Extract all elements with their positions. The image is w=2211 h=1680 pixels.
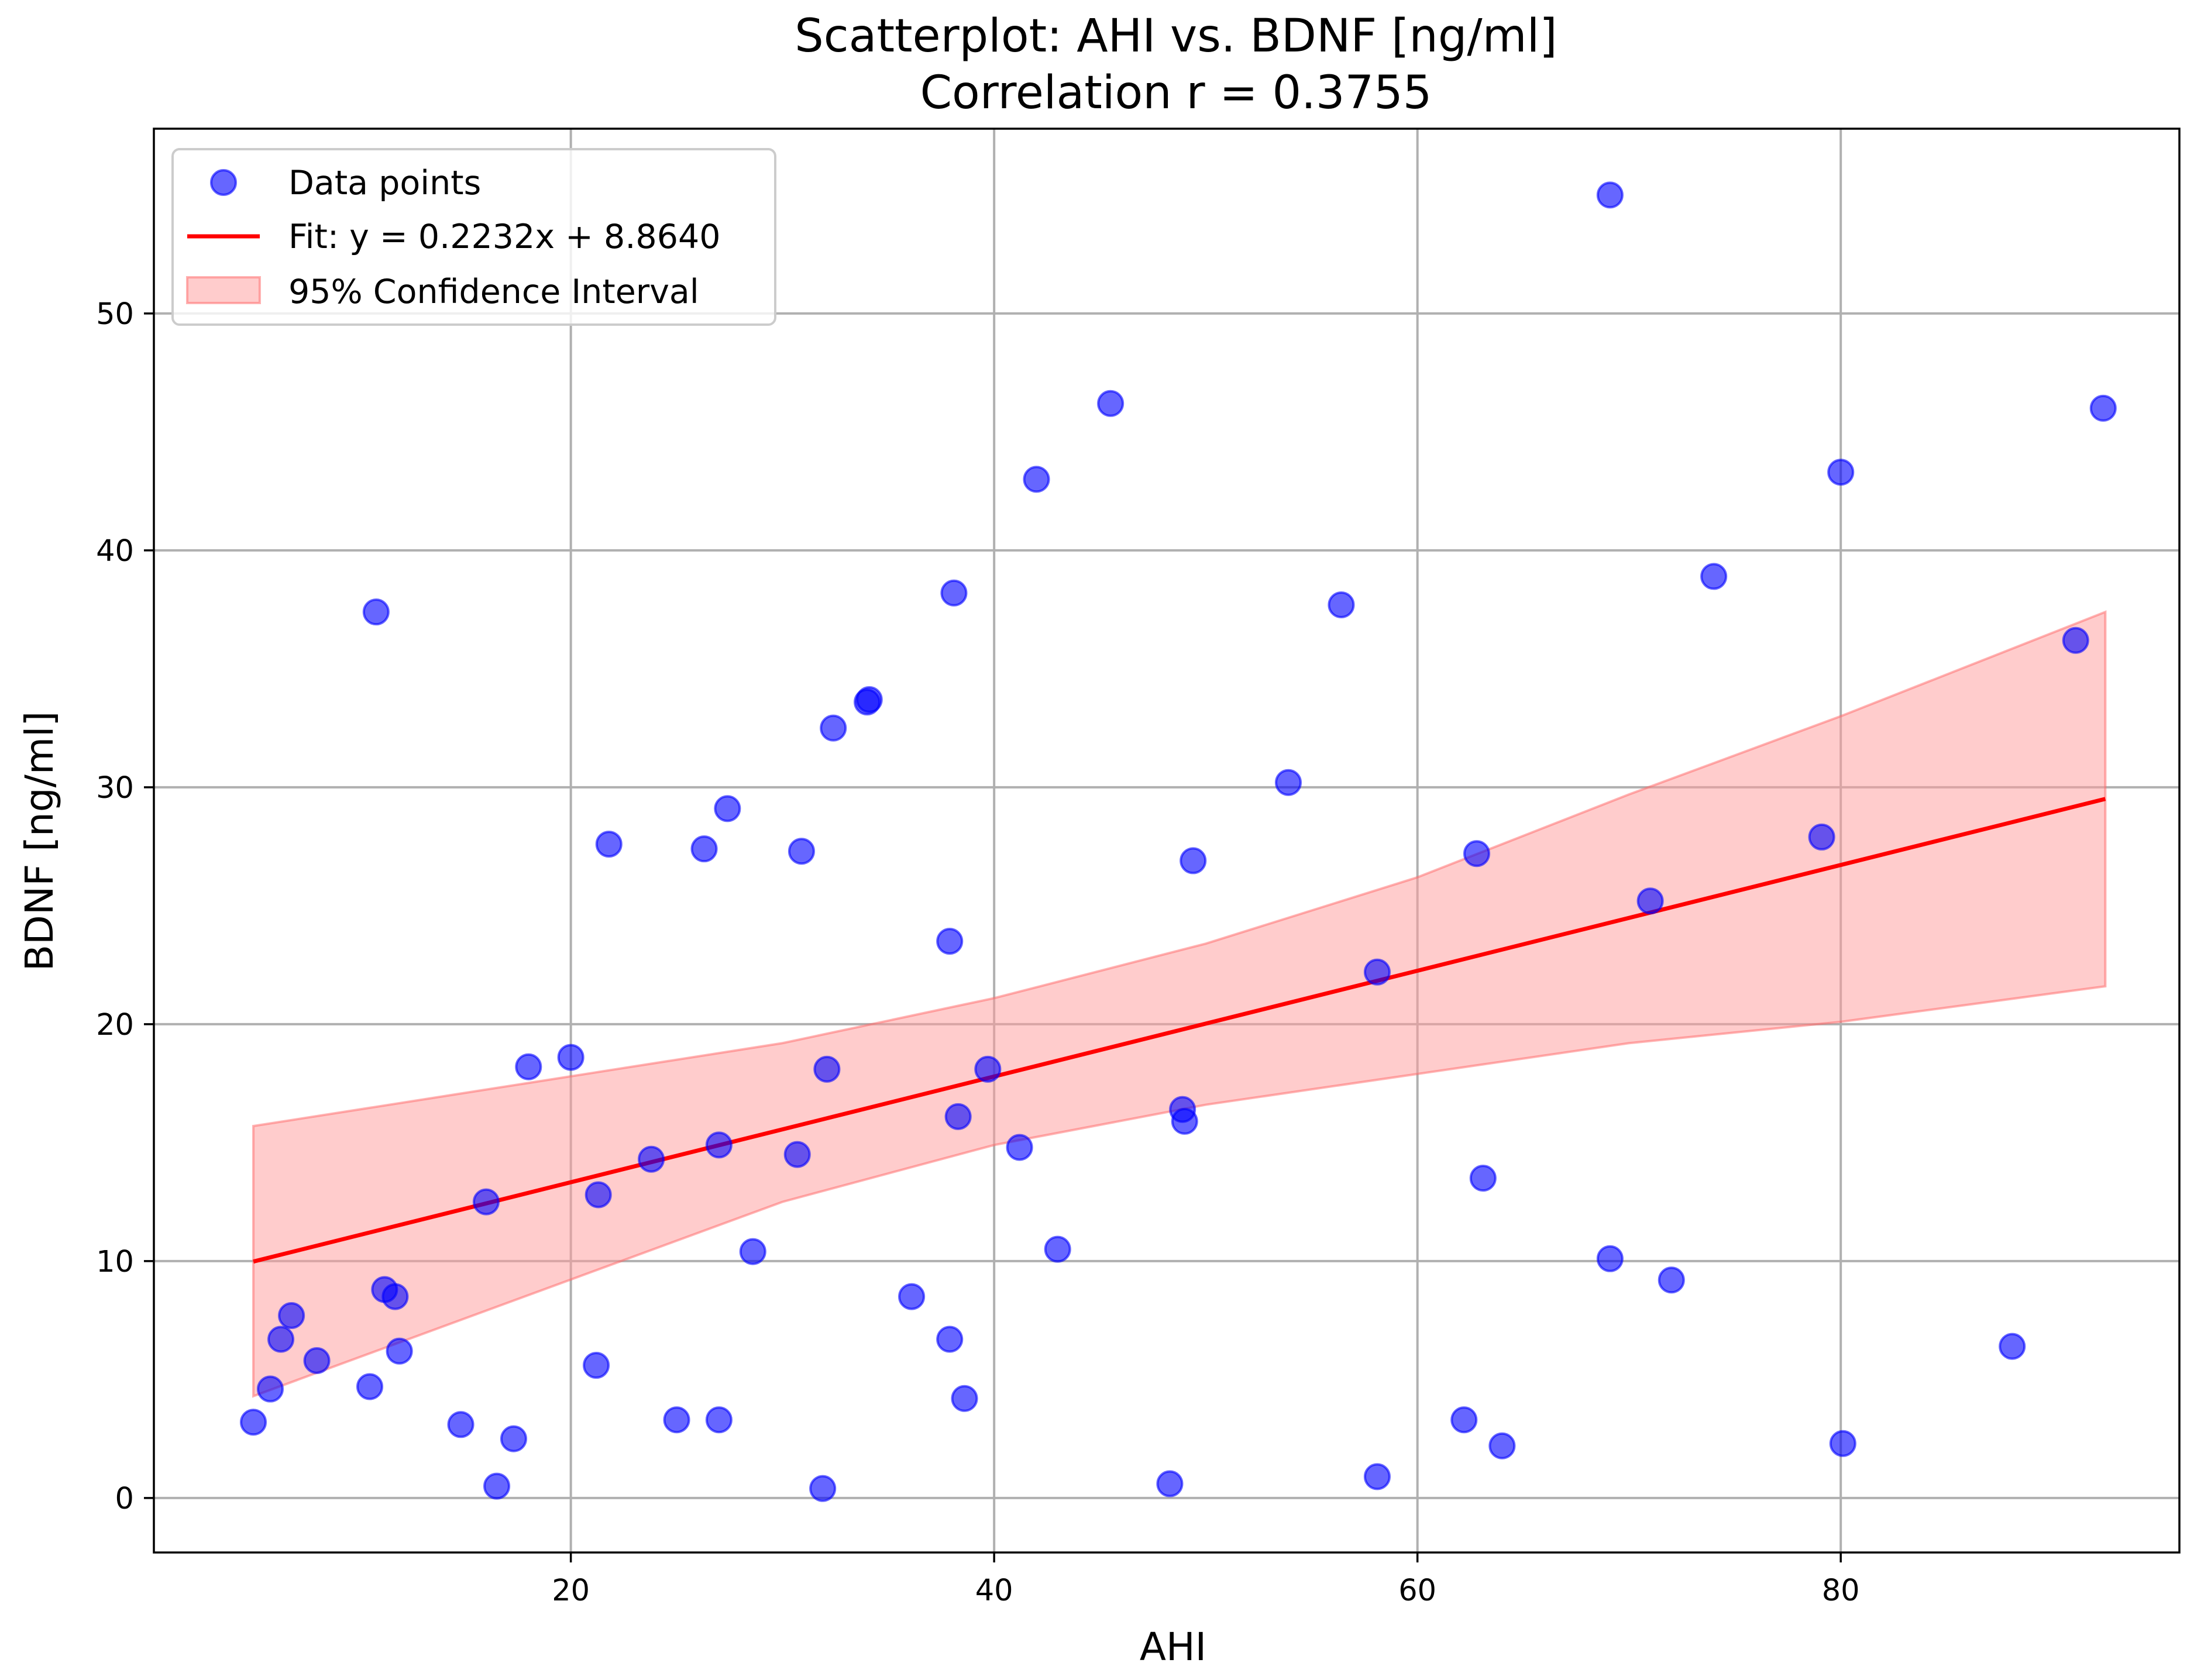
legend-label-fit: Fit: y = 0.2232x + 8.8640 — [288, 218, 721, 256]
y-tick-label: 30 — [96, 771, 134, 805]
y-axis-label: BDNF [ng/ml] — [17, 711, 62, 972]
data-point — [1023, 466, 1050, 493]
data-point — [1328, 591, 1355, 619]
data-point — [1827, 459, 1855, 486]
data-point — [2062, 626, 2089, 654]
data-point — [1808, 823, 1835, 851]
data-point — [1658, 1266, 1685, 1294]
data-point — [256, 1375, 284, 1403]
data-point — [1450, 1406, 1478, 1434]
data-point — [788, 838, 815, 865]
data-point — [783, 1141, 811, 1168]
grid-lines — [154, 129, 2179, 1552]
data-point — [820, 714, 847, 742]
legend: Data points Fit: y = 0.2232x + 8.8640 95… — [171, 148, 776, 326]
y-tick-label: 0 — [115, 1482, 134, 1516]
data-point — [944, 1103, 972, 1130]
data-point — [386, 1337, 413, 1365]
legend-box — [171, 148, 776, 326]
y-tick-label: 20 — [96, 1008, 134, 1042]
data-point — [472, 1188, 500, 1216]
data-point — [951, 1385, 978, 1412]
data-point — [1363, 1463, 1391, 1490]
data-point — [663, 1406, 690, 1434]
data-point — [1171, 1107, 1198, 1135]
data-point — [936, 928, 964, 955]
data-point — [1999, 1333, 2026, 1360]
data-point — [1006, 1134, 1033, 1161]
data-point — [1829, 1430, 1856, 1457]
data-point — [638, 1145, 665, 1173]
data-point — [267, 1326, 295, 1353]
confidence-band — [252, 610, 2107, 1398]
x-tick-label: 60 — [1398, 1574, 1436, 1608]
data-point — [855, 686, 883, 714]
y-tick-label: 40 — [96, 534, 134, 569]
data-point — [1363, 958, 1391, 986]
legend-patch-icon — [186, 276, 261, 304]
data-point — [974, 1055, 1002, 1083]
data-points-layer — [240, 181, 2117, 1502]
data-point — [739, 1238, 766, 1265]
fit-line — [253, 797, 2106, 1264]
legend-marker-icon — [210, 169, 237, 196]
plot-frame — [153, 128, 2181, 1554]
data-point — [1596, 181, 1624, 209]
legend-label-confidence-interval: 95% Confidence Interval — [288, 273, 699, 311]
data-point — [515, 1053, 542, 1080]
x-axis-label: AHI — [1140, 1624, 1206, 1669]
data-point — [813, 1055, 841, 1083]
x-axis-ticks: 20 40 60 80 — [552, 1552, 1860, 1608]
data-point — [1700, 563, 1728, 590]
x-tick-label: 40 — [975, 1574, 1013, 1608]
data-point — [1596, 1245, 1624, 1272]
fit-line-layer — [253, 797, 2106, 1264]
data-point — [2089, 394, 2117, 422]
data-point — [278, 1302, 305, 1330]
data-point — [583, 1352, 610, 1379]
chart-title: Scatterplot: AHI vs. BDNF [ng/ml] — [795, 10, 1557, 63]
data-point — [362, 598, 390, 626]
data-point — [557, 1044, 584, 1071]
data-point — [936, 1326, 964, 1353]
data-point — [483, 1472, 511, 1500]
data-point — [1636, 887, 1664, 915]
data-point — [1463, 840, 1490, 867]
y-tick-label: 50 — [96, 297, 134, 332]
data-point — [1469, 1165, 1497, 1192]
data-point — [1044, 1235, 1071, 1263]
data-point — [356, 1373, 383, 1400]
data-point — [898, 1283, 926, 1310]
data-point — [714, 795, 741, 822]
data-point — [940, 579, 968, 607]
data-point — [1156, 1470, 1184, 1497]
data-point — [690, 835, 718, 863]
x-tick-label: 80 — [1822, 1574, 1860, 1608]
y-tick-label: 10 — [96, 1245, 134, 1279]
data-point — [1275, 769, 1302, 796]
data-point — [1097, 390, 1125, 417]
legend-label-data-points: Data points — [288, 164, 481, 202]
data-point — [584, 1181, 612, 1209]
data-point — [809, 1475, 837, 1502]
data-point — [500, 1425, 527, 1452]
data-point — [705, 1406, 733, 1434]
x-tick-label: 20 — [552, 1574, 590, 1608]
data-point — [240, 1409, 267, 1436]
data-point — [1488, 1432, 1516, 1459]
data-point — [447, 1411, 474, 1438]
chart-subtitle: Correlation r = 0.3755 — [920, 67, 1432, 119]
data-point — [595, 831, 623, 858]
confidence-band-layer — [252, 610, 2107, 1398]
data-point — [705, 1131, 733, 1159]
y-axis-ticks: 0 10 20 30 40 50 — [96, 297, 154, 1516]
data-point — [381, 1283, 409, 1310]
data-point — [1180, 847, 1207, 875]
data-point — [303, 1347, 331, 1374]
